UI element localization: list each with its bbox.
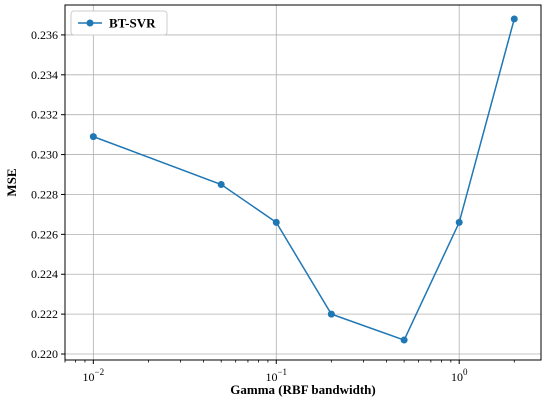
y-tick-label: 0.220 — [31, 347, 58, 361]
data-point — [455, 218, 463, 226]
legend: BT-SVR — [70, 10, 168, 36]
data-point — [327, 310, 335, 318]
y-tick-label: 0.228 — [31, 187, 58, 201]
data-point — [89, 133, 97, 141]
legend-box — [70, 10, 168, 36]
plot-area — [64, 4, 542, 361]
data-point — [217, 180, 225, 188]
data-point — [400, 336, 408, 344]
x-tick-label: 10−2 — [83, 367, 105, 384]
series-layer — [89, 15, 518, 344]
y-tick-label: 0.222 — [31, 307, 58, 321]
x-axis-ticks: 10−2 10−1 100 — [64, 360, 515, 384]
series-line — [93, 18, 515, 341]
legend-marker — [86, 19, 94, 27]
x-axis-label: Gamma (RBF bandwidth) — [230, 382, 375, 397]
y-axis-ticks: 0.220 0.222 0.224 0.226 0.228 0.230 0.232 0.234… — [31, 28, 65, 361]
y-tick-label: 0.230 — [31, 148, 58, 162]
y-axis-label: MSE — [4, 168, 19, 196]
y-tick-label: 0.234 — [31, 68, 58, 82]
y-tick-label: 0.236 — [31, 28, 58, 42]
data-point — [272, 218, 280, 226]
data-point — [510, 15, 518, 23]
x-tick-label: 10−1 — [265, 367, 287, 384]
y-tick-label: 0.232 — [31, 108, 58, 122]
legend-label: BT-SVR — [109, 16, 156, 31]
x-tick-label: 100 — [451, 367, 468, 384]
y-tick-label: 0.226 — [31, 227, 58, 241]
grid-lines — [65, 5, 541, 360]
y-tick-label: 0.224 — [31, 267, 58, 281]
